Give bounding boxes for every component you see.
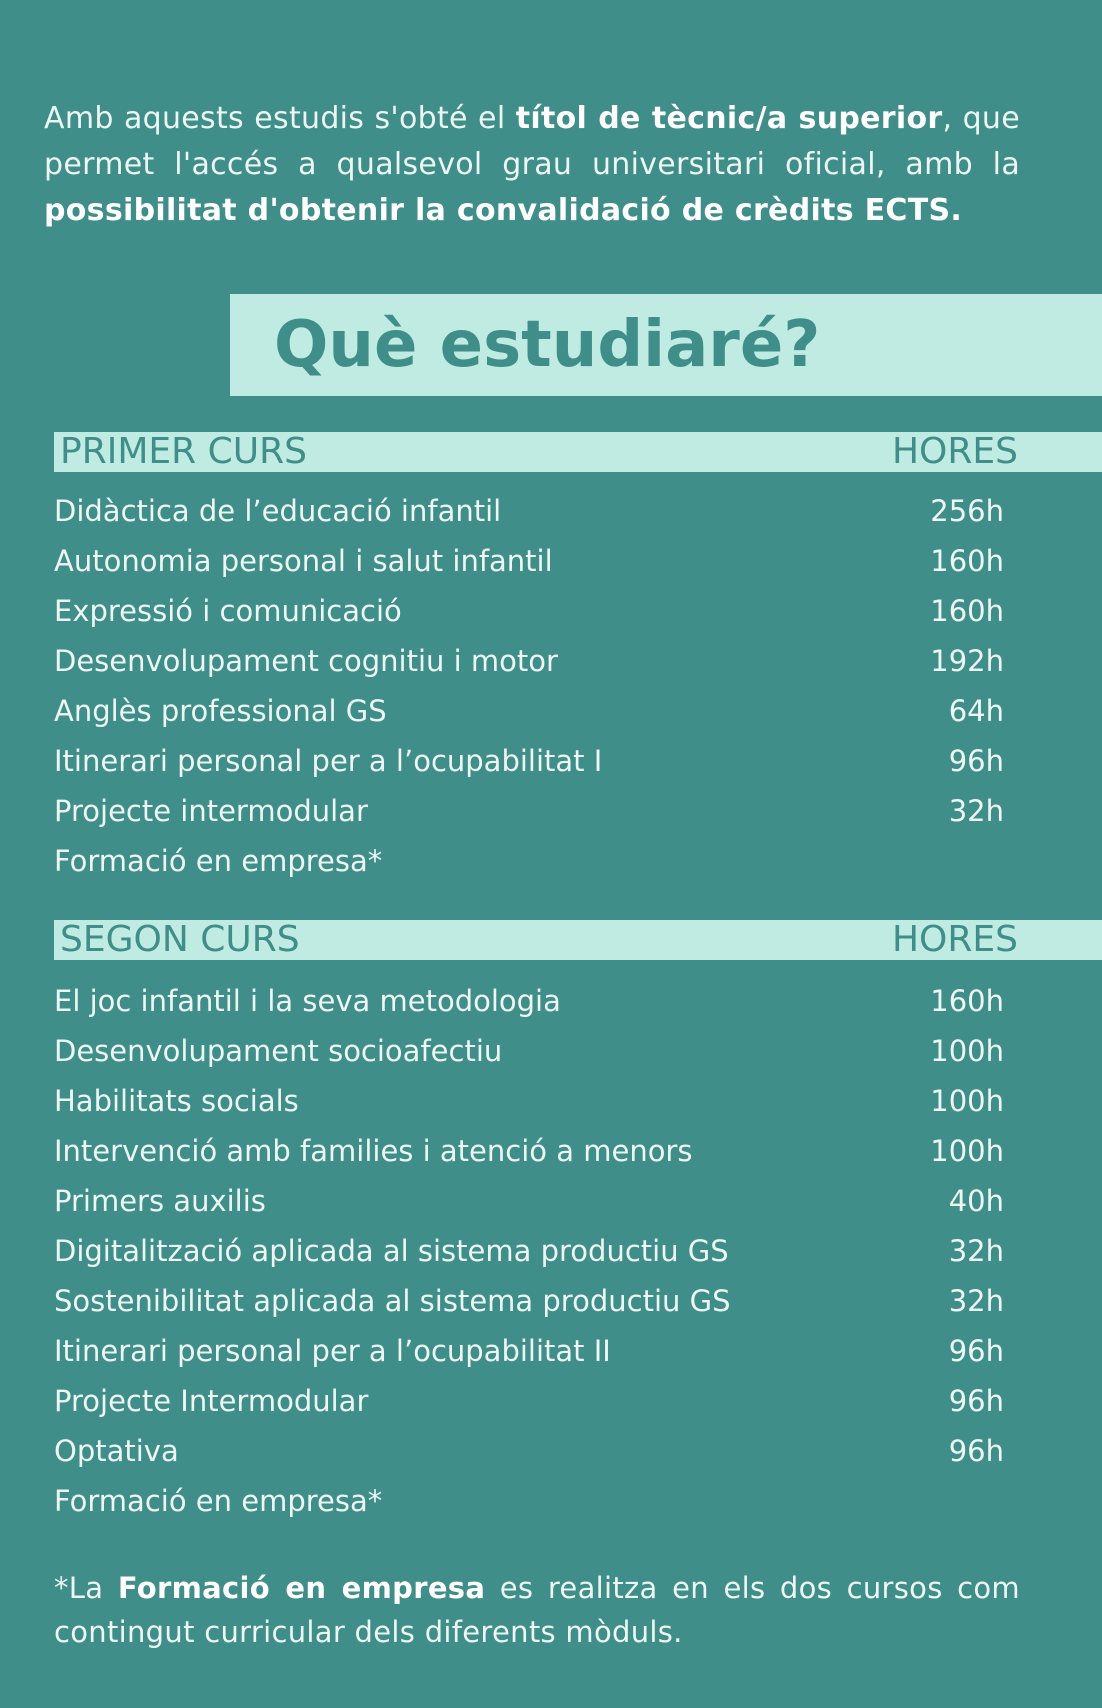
module-row: Projecte Intermodular 96h <box>54 1376 1004 1426</box>
module-name: Optativa <box>54 1434 179 1468</box>
module-row: Optativa 96h <box>54 1426 1004 1476</box>
module-name: Autonomia personal i salut infantil <box>54 544 553 578</box>
module-name: Habilitats socials <box>54 1084 299 1118</box>
module-name: Itinerari personal per a l’ocupabilitat … <box>54 744 603 778</box>
heading-band: Què estudiaré? <box>230 294 1102 396</box>
module-name: Projecte Intermodular <box>54 1384 369 1418</box>
second-year-modules: El joc infantil i la seva metodologia 160… <box>54 976 1004 1526</box>
module-hours: 32h <box>948 1284 1004 1318</box>
intro-bold-ects: possibilitat d'obtenir la convalidació d… <box>44 193 963 228</box>
footnote-text-2: es realitza en els dos cursos com contin… <box>54 1571 1020 1649</box>
module-hours: 160h <box>930 984 1004 1018</box>
module-name: Desenvolupament cognitiu i motor <box>54 644 558 678</box>
module-row: Itinerari personal per a l’ocupabilitat … <box>54 736 1004 786</box>
module-hours: 96h <box>948 1384 1004 1418</box>
footnote-bold: Formació en empresa <box>117 1571 486 1605</box>
module-hours: 160h <box>930 594 1004 628</box>
second-year-header: SEGON CURS HORES <box>54 920 1102 960</box>
footnote-text-1: *La <box>54 1571 118 1605</box>
page-title: Què estudiaré? <box>274 308 821 382</box>
module-row: Expressió i comunicació 160h <box>54 586 1004 636</box>
module-hours: 64h <box>948 694 1004 728</box>
module-hours: 32h <box>948 794 1004 828</box>
module-hours: 96h <box>948 744 1004 778</box>
module-hours: 96h <box>948 1334 1004 1368</box>
intro-text-2: , que permet l'accés a qualsevol grau un… <box>44 101 1020 182</box>
module-hours: 100h <box>930 1134 1004 1168</box>
module-row: Intervenció amb families i atenció a men… <box>54 1126 1004 1176</box>
module-name: Anglès professional GS <box>54 694 387 728</box>
module-row: Sostenibilitat aplicada al sistema produ… <box>54 1276 1004 1326</box>
module-hours: 40h <box>948 1184 1004 1218</box>
intro-paragraph: Amb aquests estudis s'obté el títol de t… <box>44 96 1020 234</box>
module-row: Formació en empresa* <box>54 836 1004 886</box>
module-name: Didàctica de l’educació infantil <box>54 494 502 528</box>
module-name: Desenvolupament socioafectiu <box>54 1034 503 1068</box>
first-year-modules: Didàctica de l’educació infantil 256h Aut… <box>54 486 1004 886</box>
module-name: Expressió i comunicació <box>54 594 402 628</box>
module-row: Desenvolupament cognitiu i motor 192h <box>54 636 1004 686</box>
module-row: El joc infantil i la seva metodologia 160… <box>54 976 1004 1026</box>
intro-text-1: Amb aquests estudis s'obté el <box>44 101 516 136</box>
module-name: Primers auxilis <box>54 1184 266 1218</box>
module-hours: 192h <box>930 644 1004 678</box>
module-row: Primers auxilis 40h <box>54 1176 1004 1226</box>
second-year-hours-label: HORES <box>891 919 1018 960</box>
footnote: *La Formació en empresa es realitza en e… <box>54 1566 1020 1654</box>
module-row: Didàctica de l’educació infantil 256h <box>54 486 1004 536</box>
module-row: Formació en empresa* <box>54 1476 1004 1526</box>
module-name: Intervenció amb families i atenció a men… <box>54 1134 693 1168</box>
module-row: Desenvolupament socioafectiu 100h <box>54 1026 1004 1076</box>
module-row: Habilitats socials 100h <box>54 1076 1004 1126</box>
module-hours: 256h <box>930 494 1004 528</box>
module-row: Itinerari personal per a l’ocupabilitat … <box>54 1326 1004 1376</box>
first-year-label: PRIMER CURS <box>60 431 307 472</box>
module-name: Formació en empresa* <box>54 844 383 878</box>
module-hours: 100h <box>930 1084 1004 1118</box>
module-name: Digitalització aplicada al sistema produ… <box>54 1234 729 1268</box>
module-name: Projecte intermodular <box>54 794 368 828</box>
module-name: Formació en empresa* <box>54 1484 383 1518</box>
intro-bold-title: títol de tècnic/a superior <box>515 101 943 136</box>
module-name: Sostenibilitat aplicada al sistema produ… <box>54 1284 731 1318</box>
second-year-label: SEGON CURS <box>60 919 300 960</box>
module-name: El joc infantil i la seva metodologia <box>54 984 561 1018</box>
module-hours: 100h <box>930 1034 1004 1068</box>
first-year-hours-label: HORES <box>891 431 1018 472</box>
module-hours: 32h <box>948 1234 1004 1268</box>
module-row: Projecte intermodular 32h <box>54 786 1004 836</box>
module-hours: 96h <box>948 1434 1004 1468</box>
first-year-header: PRIMER CURS HORES <box>54 432 1102 472</box>
module-hours: 160h <box>930 544 1004 578</box>
module-name: Itinerari personal per a l’ocupabilitat … <box>54 1334 611 1368</box>
module-row: Anglès professional GS 64h <box>54 686 1004 736</box>
module-row: Autonomia personal i salut infantil 160h <box>54 536 1004 586</box>
module-row: Digitalització aplicada al sistema produ… <box>54 1226 1004 1276</box>
